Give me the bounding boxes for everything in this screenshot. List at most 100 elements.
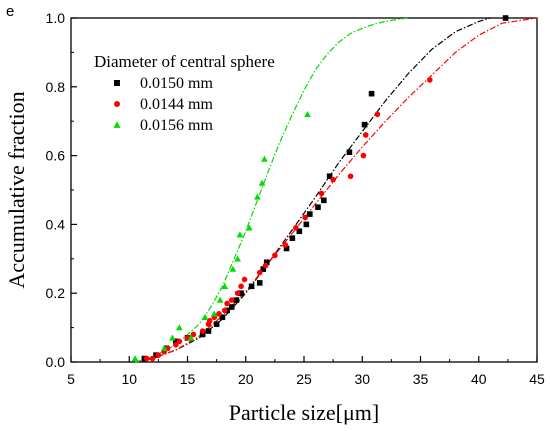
data-point (318, 190, 325, 197)
data-point (216, 311, 222, 317)
data-point (221, 307, 228, 314)
x-axis-label: Particle size[μm] (229, 400, 379, 425)
data-point (330, 176, 336, 183)
data-point (368, 90, 375, 97)
data-point (213, 321, 220, 327)
data-point (347, 173, 354, 180)
data-point (206, 317, 213, 324)
x-tick-label: 30 (354, 371, 370, 387)
legend-marker (114, 80, 120, 86)
data-point (173, 338, 179, 345)
data-point (228, 304, 235, 310)
data-point (361, 121, 368, 128)
data-point (254, 193, 261, 200)
data-point (321, 197, 327, 204)
x-axis: 5 10 15 20 25 30 35 40 45 (67, 356, 545, 387)
data-point (238, 290, 244, 296)
data-point (149, 355, 156, 362)
data-point (131, 355, 139, 362)
data-point (160, 344, 168, 351)
data-point (304, 110, 311, 118)
legend-marker (113, 121, 121, 128)
y-tick-label: 1.0 (46, 10, 66, 26)
data-point (233, 297, 240, 303)
panel-label: e (6, 3, 14, 20)
data-point (187, 334, 195, 341)
legend-label: 0.0144 mm (140, 96, 213, 113)
data-point (293, 225, 299, 231)
x-tick-label: 45 (529, 371, 545, 387)
data-point (201, 313, 209, 320)
data-point (315, 204, 321, 210)
data-point (234, 290, 241, 297)
data-point (221, 282, 229, 290)
y-tick-label: 0.8 (46, 79, 66, 95)
fit-curve (134, 17, 491, 363)
data-point (272, 252, 278, 259)
data-point (302, 214, 308, 221)
x-tick-label: 25 (296, 371, 312, 387)
data-point (258, 179, 266, 186)
data-point (199, 328, 206, 334)
data-point (234, 255, 241, 262)
x-tick-label: 20 (238, 371, 254, 387)
x-tick-label: 40 (471, 371, 487, 387)
data-point (362, 132, 369, 138)
legend-title: Diameter of central sphere (94, 52, 275, 71)
y-tick-label: 0.2 (46, 285, 66, 301)
data-point (248, 283, 255, 290)
data-point (256, 269, 263, 276)
data-point (236, 231, 244, 238)
data-point (190, 331, 197, 338)
legend-marker (114, 101, 120, 107)
data-point (296, 228, 303, 235)
data-point (261, 155, 268, 162)
data-point (205, 328, 212, 334)
data-point (326, 173, 333, 180)
data-point (143, 355, 150, 362)
fit-curve (134, 17, 538, 363)
data-point (238, 283, 244, 290)
data-point (224, 300, 230, 307)
data-point (256, 280, 263, 286)
data-point (307, 211, 313, 217)
data-point (176, 338, 183, 345)
data-point (168, 334, 176, 341)
y-axis: 0.0 0.2 0.4 0.6 0.8 1.0 (46, 10, 77, 370)
data-point (228, 297, 235, 303)
data-point (210, 310, 218, 317)
data-point (173, 342, 179, 348)
y-axis-label: Accumulative fraction (4, 91, 29, 288)
data-point (219, 314, 226, 321)
data-point (245, 224, 253, 231)
x-tick-label: 10 (121, 371, 137, 387)
data-point (262, 262, 269, 269)
data-point (263, 259, 270, 266)
data-point (155, 352, 162, 358)
data-point (289, 235, 296, 241)
x-tick-label: 15 (180, 371, 196, 387)
data-point (346, 149, 353, 155)
y-tick-label: 0.6 (46, 148, 66, 164)
x-tick-label: 5 (67, 371, 75, 387)
data-point (374, 111, 381, 118)
y-tick-label: 0.0 (46, 354, 66, 370)
data-points (131, 15, 509, 362)
data-point (229, 265, 237, 272)
data-point (216, 296, 224, 303)
data-point (283, 245, 290, 252)
data-point (175, 324, 183, 331)
legend: Diameter of central sphere 0.0150 mm 0.01… (94, 52, 275, 134)
data-point (199, 331, 206, 338)
data-point (303, 221, 310, 228)
legend-label: 0.0150 mm (140, 75, 213, 92)
x-tick-label: 35 (413, 371, 429, 387)
legend-label: 0.0156 mm (140, 117, 213, 134)
data-point (260, 266, 267, 272)
y-tick-label: 0.4 (46, 216, 66, 232)
data-point (502, 15, 509, 21)
data-point (360, 152, 367, 159)
data-point (282, 242, 289, 248)
data-point (241, 276, 248, 283)
